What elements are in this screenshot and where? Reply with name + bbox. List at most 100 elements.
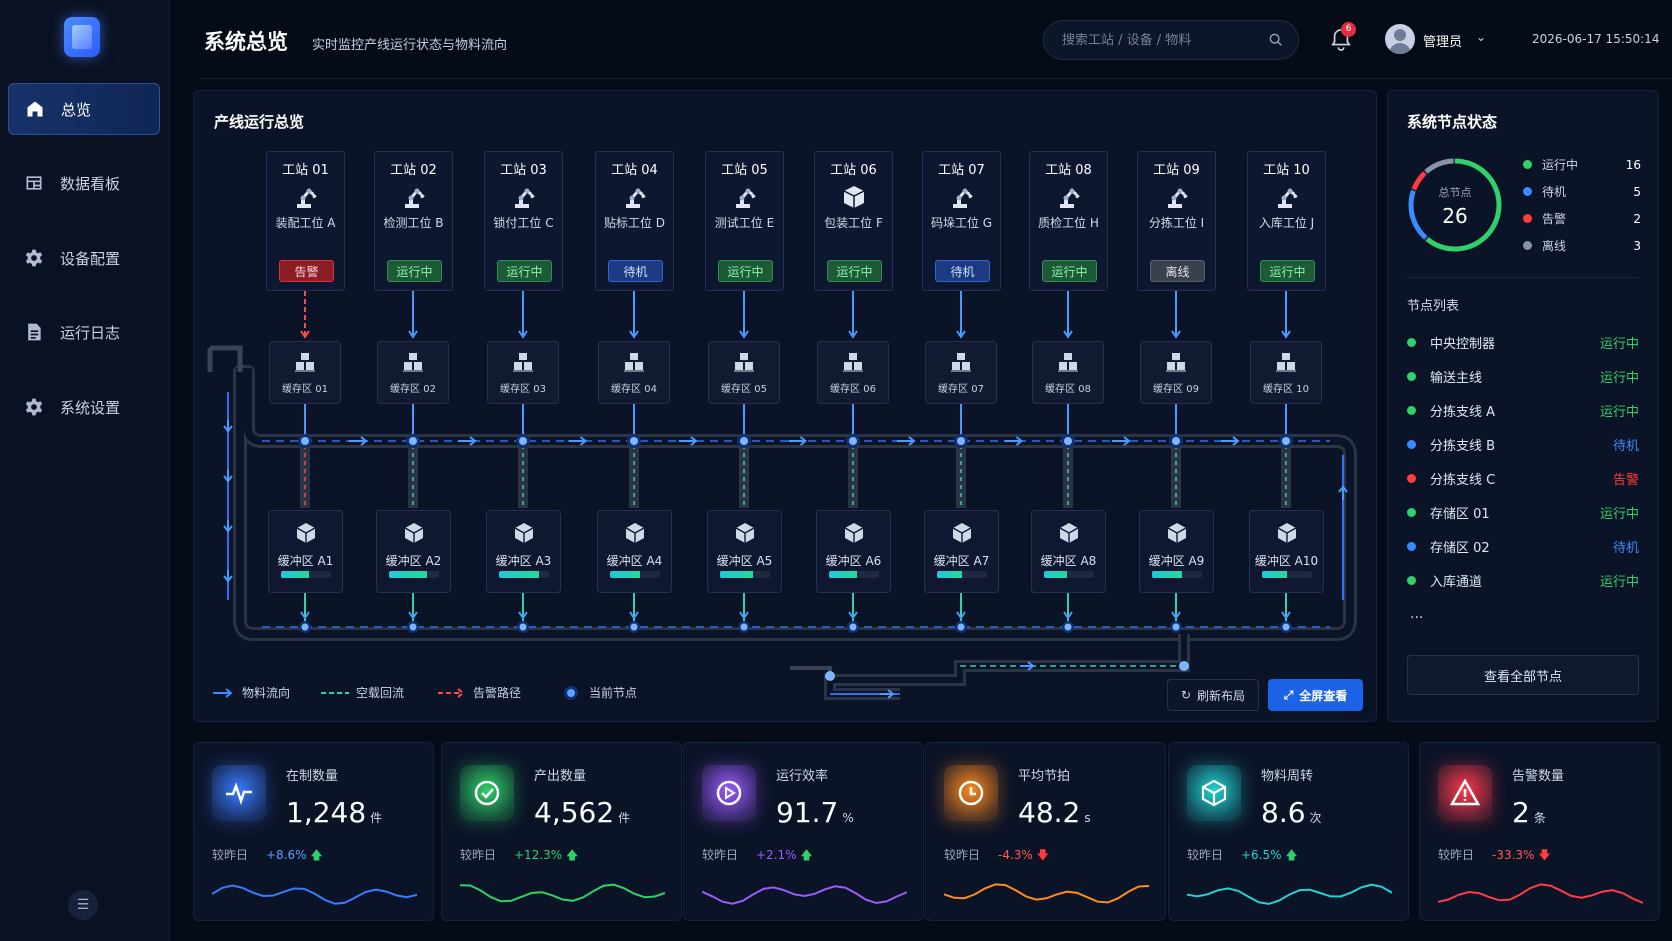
kpi-change-value: +12.3%	[514, 848, 563, 862]
sidebar-collapse-button[interactable]: ☰	[68, 890, 98, 920]
chevron-down-icon[interactable]: ⌄	[1476, 30, 1487, 44]
cache-label: 缓存区 05	[721, 384, 767, 395]
node-list-item[interactable]: 输送主线 运行中	[1407, 367, 1639, 386]
kpi-compare-label: 较昨日	[460, 848, 497, 862]
status-dot	[1523, 187, 1532, 196]
node-list-item[interactable]: 存储区 01 运行中	[1407, 503, 1639, 522]
cube-icon	[404, 523, 423, 543]
node-list-item[interactable]: 分拣支线 A 运行中	[1407, 401, 1639, 420]
nav-logs[interactable]: 运行日志	[8, 306, 160, 358]
kpi-number: 1,248	[286, 796, 367, 829]
status-label: 告警	[1542, 212, 1567, 226]
nav-label: 运行日志	[60, 323, 121, 342]
shelf-icon	[295, 353, 315, 372]
station-card[interactable]: 工站 01 装配工位 A 告警	[266, 151, 345, 291]
fullscreen-button[interactable]: ⤢ 全屏查看	[1268, 679, 1363, 711]
node-list-item[interactable]: 存储区 02 待机	[1407, 537, 1639, 556]
kpi-number: 2	[1512, 796, 1530, 829]
station-card[interactable]: 工站 04 贴标工位 D 待机	[595, 151, 674, 291]
sparkline-chart	[702, 885, 907, 905]
station-card[interactable]: 工站 10 入库工位 J 运行中	[1247, 151, 1326, 291]
cache-node[interactable]: 缓存区 07	[925, 341, 997, 404]
station-card[interactable]: 工站 02 检测工位 B 运行中	[374, 151, 453, 291]
kpi-change: +12.3% 🡅	[514, 846, 578, 867]
buffer-label: 缓冲区 A3	[495, 554, 552, 568]
arrow-up-icon: 🡅	[566, 848, 579, 862]
gear-icon	[25, 249, 43, 267]
station-name: 工站 03	[500, 163, 547, 178]
kpi-card[interactable]: 在制数量 1,248 件 较昨日 +8.6% 🡅	[193, 742, 434, 921]
station-card[interactable]: 工站 06 包装工位 F 运行中	[814, 151, 893, 291]
cache-node[interactable]: 缓存区 09	[1140, 341, 1212, 404]
kpi-card[interactable]: 物料周转 8.6 次 较昨日 +6.5% 🡅	[1168, 742, 1409, 921]
buffer-label: 缓冲区 A1	[277, 554, 334, 568]
nav-dashboard[interactable]: 数据看板	[8, 157, 160, 209]
buffer-node[interactable]: 缓冲区 A10	[1249, 510, 1324, 593]
station-card[interactable]: 工站 07 码垛工位 G 待机	[922, 151, 1001, 291]
search-icon[interactable]	[1268, 32, 1284, 48]
robot-arm-icon	[293, 184, 319, 210]
station-card[interactable]: 工站 08 质检工位 H 运行中	[1029, 151, 1108, 291]
app-logo[interactable]	[64, 17, 100, 57]
shelf-icon	[1058, 353, 1078, 372]
buffer-fill-bar	[281, 571, 331, 578]
kpi-card[interactable]: 产出数量 4,562 件 较昨日 +12.3% 🡅	[441, 742, 682, 921]
buffer-node[interactable]: 缓冲区 A6	[816, 510, 891, 593]
buffer-fill-bar	[1262, 571, 1312, 578]
cache-node[interactable]: 缓存区 08	[1032, 341, 1104, 404]
buffer-node[interactable]: 缓冲区 A2	[376, 510, 451, 593]
buffer-node[interactable]: 缓冲区 A7	[924, 510, 999, 593]
view-all-nodes-button[interactable]: 查看全部节点	[1407, 655, 1639, 695]
buffer-node[interactable]: 缓冲区 A4	[597, 510, 672, 593]
node-list-item[interactable]: 分拣支线 B 待机	[1407, 435, 1639, 454]
sparkline-chart	[212, 884, 417, 905]
shelf-icon	[1276, 353, 1296, 372]
kpi-change: +6.5% 🡅	[1241, 846, 1298, 867]
avatar[interactable]	[1385, 24, 1415, 54]
cache-node[interactable]: 缓存区 02	[377, 341, 449, 404]
kpi-unit: 次	[1309, 811, 1322, 825]
node-list-item[interactable]: 分拣支线 C 告警	[1407, 469, 1639, 488]
cache-node[interactable]: 缓存区 10	[1250, 341, 1322, 404]
buffer-node[interactable]: 缓冲区 A5	[707, 510, 782, 593]
kpi-value: 91.7%	[776, 796, 854, 829]
buffer-node[interactable]: 缓冲区 A9	[1139, 510, 1214, 593]
station-subtitle: 装配工位 A	[275, 216, 336, 230]
kpi-card[interactable]: 运行效率 91.7% 较昨日 +2.1% 🡅	[683, 742, 924, 921]
refresh-layout-button[interactable]: ↻ 刷新布局	[1167, 679, 1259, 711]
nav-overview[interactable]: 总览	[8, 83, 160, 135]
station-card[interactable]: 工站 03 锁付工位 C 运行中	[484, 151, 563, 291]
cache-node[interactable]: 缓存区 05	[708, 341, 780, 404]
station-name: 工站 10	[1263, 163, 1310, 178]
node-name: 输送主线	[1430, 371, 1483, 386]
cache-node[interactable]: 缓存区 04	[598, 341, 670, 404]
buffer-node[interactable]: 缓冲区 A1	[268, 510, 343, 593]
clock-icon	[944, 765, 998, 821]
shelf-icon	[1166, 353, 1186, 372]
document-icon	[28, 323, 41, 341]
cache-node[interactable]: 缓存区 06	[817, 341, 889, 404]
station-name: 工站 09	[1153, 163, 1200, 178]
node-list-item[interactable]: 中央控制器 运行中	[1407, 333, 1639, 352]
package-icon	[841, 184, 867, 210]
user-name[interactable]: 管理员	[1423, 35, 1463, 50]
fullscreen-label: 全屏查看	[1299, 688, 1348, 703]
nav-device-config[interactable]: 设备配置	[8, 232, 160, 284]
nav-label: 设备配置	[60, 249, 121, 268]
buffer-node[interactable]: 缓冲区 A3	[486, 510, 561, 593]
station-card[interactable]: 工站 05 测试工位 E 运行中	[705, 151, 784, 291]
station-card[interactable]: 工站 09 分拣工位 I 离线	[1137, 151, 1216, 291]
buffer-node[interactable]: 缓冲区 A8	[1031, 510, 1106, 593]
node-status: 待机	[1612, 541, 1639, 556]
nav-settings[interactable]: 系统设置	[8, 381, 160, 433]
arrow-down-icon: 🡇	[1538, 848, 1551, 862]
kpi-card[interactable]: 平均节拍 48.2 s 较昨日 -4.3% 🡇	[925, 742, 1166, 921]
search-input[interactable]	[1062, 32, 1268, 48]
node-list-item[interactable]: 入库通道 运行中	[1407, 571, 1639, 590]
production-line-title: 产线运行总览	[214, 113, 305, 131]
cache-node[interactable]: 缓存区 03	[487, 341, 559, 404]
cache-node[interactable]: 缓存区 01	[269, 341, 341, 404]
status-dot	[1407, 474, 1416, 483]
status-count-row: 运行中 16	[1523, 156, 1641, 173]
